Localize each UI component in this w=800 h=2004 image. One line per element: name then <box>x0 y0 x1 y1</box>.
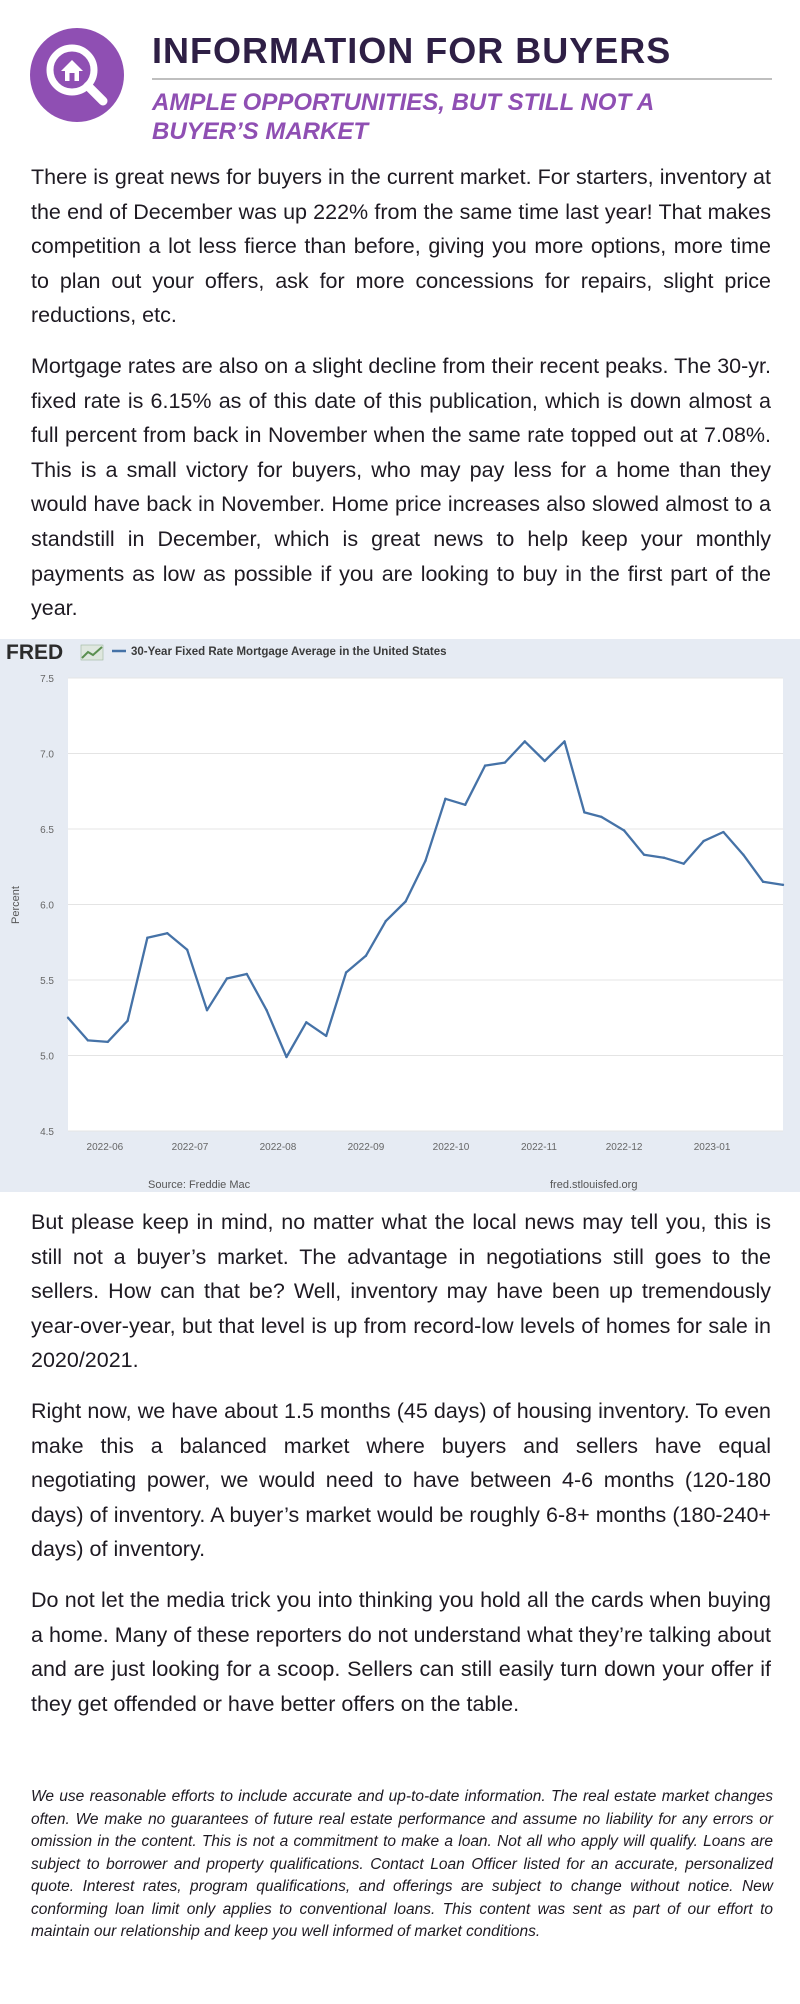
data-point <box>384 919 387 923</box>
paragraph-inventory: There is great news for buyers in the cu… <box>31 165 771 328</box>
y-tick-label: 7.5 <box>40 674 54 685</box>
x-tick-label: 2022-11 <box>521 1142 557 1153</box>
data-point <box>781 883 785 887</box>
data-point <box>483 764 487 767</box>
data-point <box>600 815 603 819</box>
data-point <box>404 900 407 903</box>
data-point <box>324 1034 328 1038</box>
data-point <box>66 1016 70 1019</box>
disclaimer: We use reasonable efforts to include acc… <box>31 1788 773 1940</box>
paragraph-media: Do not let the media trick you into thin… <box>31 1588 771 1716</box>
data-point <box>543 759 546 763</box>
source-label: Source: Freddie Mac <box>148 1179 251 1191</box>
data-point <box>642 853 646 856</box>
x-tick-label: 2022-12 <box>606 1142 643 1153</box>
page-subtitle: AMPLE OPPORTUNITIES, BUT STILL NOT A BUY… <box>152 89 654 145</box>
data-point <box>185 948 189 951</box>
x-tick-label: 2022-06 <box>87 1142 124 1153</box>
data-point <box>742 853 745 856</box>
data-point <box>662 856 666 859</box>
data-point <box>225 977 229 980</box>
data-point <box>622 829 626 832</box>
data-point <box>424 859 427 862</box>
page-header: INFORMATION FOR BUYERS AMPLE OPPORTUNITI… <box>30 28 772 148</box>
data-point <box>761 880 765 884</box>
data-point <box>86 1039 90 1042</box>
paragraph-rates: Mortgage rates are also on a slight decl… <box>31 354 771 621</box>
data-point <box>106 1040 109 1044</box>
data-point <box>146 936 149 939</box>
fred-logo: FRED <box>6 641 63 664</box>
x-tick-label: 2022-07 <box>172 1142 209 1153</box>
site-label: fred.stlouisfed.org <box>550 1179 637 1191</box>
data-point <box>364 954 368 958</box>
title-divider <box>152 78 772 80</box>
fred-logo-graph-icon <box>80 644 104 661</box>
data-point <box>523 740 527 743</box>
y-tick-label: 7.0 <box>40 750 54 761</box>
y-tick-label: 6.0 <box>40 901 54 912</box>
mortgage-rate-chart: FRED 30-Year Fixed Rate Mortgage Average… <box>0 639 800 1192</box>
data-point <box>126 1019 129 1022</box>
data-point <box>503 761 507 764</box>
data-point <box>583 811 586 814</box>
legend-label: 30-Year Fixed Rate Mortgage Average in t… <box>131 646 447 658</box>
x-tick-label: 2022-10 <box>433 1142 470 1153</box>
data-point <box>464 803 467 807</box>
y-tick-label: 4.5 <box>40 1127 54 1138</box>
y-tick-label: 5.0 <box>40 1052 54 1063</box>
data-point <box>563 740 566 743</box>
data-point <box>344 971 348 974</box>
data-point <box>245 972 248 976</box>
data-point <box>166 931 169 935</box>
paragraph-not-buyers-market: But please keep in mind, no matter what … <box>31 1210 771 1373</box>
data-point <box>722 830 725 834</box>
page-title: INFORMATION FOR BUYERS <box>152 30 672 71</box>
house-search-icon <box>30 28 124 122</box>
x-tick-label: 2022-09 <box>348 1142 385 1153</box>
data-point <box>682 862 685 865</box>
data-point <box>285 1055 288 1059</box>
y-tick-label: 6.5 <box>40 825 54 836</box>
data-point <box>205 1009 209 1012</box>
data-point <box>444 797 447 800</box>
chart-canvas: FRED 30-Year Fixed Rate Mortgage Average… <box>6 641 785 1191</box>
x-tick-label: 2022-08 <box>260 1142 297 1153</box>
data-point <box>305 1021 308 1024</box>
x-tick-label: 2023-01 <box>694 1142 731 1153</box>
data-point <box>702 839 705 843</box>
y-axis-label: Percent <box>10 886 22 924</box>
y-tick-label: 5.5 <box>40 976 54 987</box>
paragraph-inventory-months: Right now, we have about 1.5 months (45 … <box>31 1399 771 1562</box>
data-point <box>265 1009 268 1012</box>
